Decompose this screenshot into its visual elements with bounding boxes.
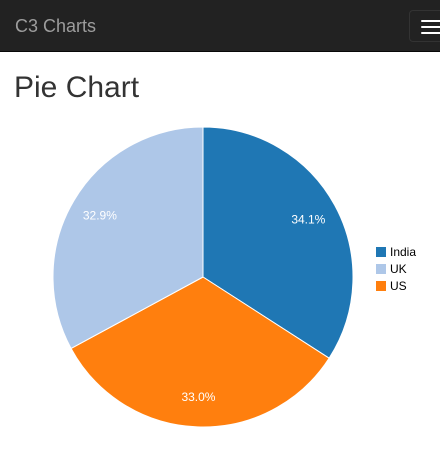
navbar: C3 Charts <box>0 0 440 52</box>
legend-swatch <box>376 281 386 291</box>
slice-label-uk: 32.9% <box>83 209 117 223</box>
legend-item-india[interactable]: India <box>376 245 416 259</box>
slice-label-india: 34.1% <box>291 213 325 227</box>
legend-item-uk[interactable]: UK <box>376 262 407 276</box>
legend-label: India <box>390 245 416 259</box>
page-title: Pie Chart <box>14 71 140 104</box>
hamburger-menu-icon <box>421 20 440 22</box>
pie-slice-india[interactable] <box>202 126 354 359</box>
pie-slice-labels: 34.1% 33.0% 32.9% <box>83 209 326 404</box>
pie-chart: 34.1% 33.0% 32.9% India UK US <box>52 126 416 428</box>
hamburger-menu-icon <box>421 32 440 34</box>
pie-slice-us[interactable] <box>70 276 330 428</box>
hamburger-menu-button[interactable] <box>409 10 440 42</box>
legend-swatch <box>376 247 386 257</box>
slice-label-us: 33.0% <box>181 390 215 404</box>
hamburger-menu-icon <box>421 26 440 28</box>
chart-legend: India UK US <box>376 245 416 293</box>
brand-link[interactable]: C3 Charts <box>15 16 97 36</box>
legend-item-us[interactable]: US <box>376 279 407 293</box>
legend-swatch <box>376 264 386 274</box>
pie-slice-uk[interactable] <box>52 126 204 350</box>
legend-label: UK <box>390 262 407 276</box>
pie-slices <box>52 126 354 428</box>
legend-label: US <box>390 279 407 293</box>
